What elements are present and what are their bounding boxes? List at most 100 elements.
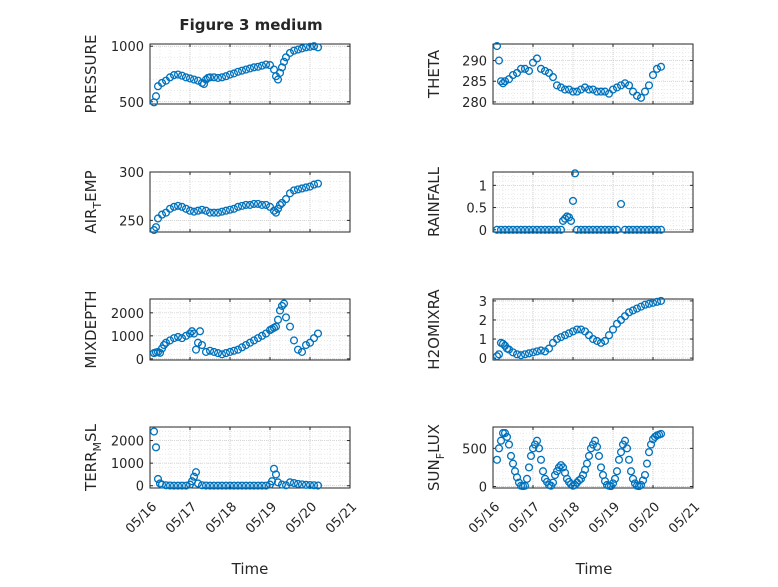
- data-point: [548, 478, 558, 487]
- data-point: [512, 68, 522, 78]
- data-point: [191, 468, 201, 477]
- data-point: [624, 308, 634, 317]
- data-point: [197, 205, 207, 214]
- data-point: [193, 479, 203, 488]
- data-point: [560, 331, 570, 340]
- data-point: [584, 225, 594, 234]
- data-point: [165, 204, 175, 213]
- data-point: [245, 200, 255, 209]
- data-point: [592, 87, 602, 96]
- data-point: [157, 210, 167, 219]
- data-point: [193, 338, 203, 347]
- data-point: [293, 345, 303, 354]
- data-point: [568, 196, 578, 205]
- data-point: [548, 225, 558, 234]
- data-point: [628, 474, 638, 483]
- data-point: [181, 481, 191, 490]
- data-point: [568, 327, 578, 336]
- data-point: [652, 225, 662, 234]
- data-point: [257, 61, 267, 70]
- data-point: [225, 347, 235, 356]
- data-point: [313, 43, 323, 52]
- figure-title: Figure 3 medium: [179, 16, 322, 34]
- data-point: [616, 448, 626, 457]
- data-point: [237, 481, 247, 490]
- data-point: [185, 329, 195, 338]
- data-point: [496, 225, 506, 234]
- data-point: [229, 69, 239, 78]
- data-point: [498, 339, 508, 348]
- data-point: [217, 73, 227, 82]
- y-tick-label: 290: [462, 55, 487, 70]
- axes-box: [149, 43, 351, 105]
- data-point: [173, 201, 183, 210]
- panel-mixdepth: 0 1000 2000 MIXDEPTH: [82, 290, 351, 369]
- data-point: [612, 83, 622, 92]
- data-point: [229, 346, 239, 355]
- data-point: [560, 85, 570, 94]
- data-point: [173, 332, 183, 342]
- data-point: [500, 225, 510, 234]
- data-point: [201, 481, 211, 490]
- data-point: [269, 206, 279, 215]
- data-point: [281, 313, 291, 322]
- y-tick-label: 1: [479, 333, 487, 348]
- data-point: [614, 455, 624, 464]
- panel-theta: 280 285 290 THETA: [425, 42, 694, 111]
- y-axis-label: THETA: [425, 49, 443, 99]
- data-point: [209, 208, 219, 217]
- y-tick-label: 2: [479, 314, 487, 329]
- data-point: [578, 470, 588, 480]
- data-point: [612, 467, 622, 476]
- data-point: [526, 451, 536, 461]
- data-point: [297, 44, 307, 53]
- data-point: [233, 481, 243, 490]
- data-point: [165, 336, 175, 345]
- panel-h2omixra: 0 1 2 3 H2OMIXRA: [425, 289, 694, 370]
- data-point: [233, 202, 243, 211]
- data-point: [275, 200, 285, 209]
- data-point: [169, 481, 179, 490]
- data-point: [177, 71, 187, 80]
- data-point: [169, 334, 179, 343]
- data-point: [528, 444, 538, 453]
- data-point: [554, 463, 564, 472]
- data-point: [550, 470, 560, 480]
- data-point: [502, 432, 512, 441]
- data-point: [289, 46, 299, 55]
- data-point: [564, 329, 574, 338]
- data-point: [189, 207, 199, 216]
- data-point: [494, 56, 504, 65]
- data-point: [221, 481, 231, 490]
- x-axis-label-left: Time: [231, 560, 269, 578]
- data-point: [508, 70, 518, 80]
- y-tick-label: 0: [136, 353, 144, 368]
- data-point: [624, 455, 634, 464]
- data-point: [588, 334, 598, 344]
- data-point: [253, 199, 263, 208]
- data-point: [544, 68, 554, 78]
- data-point: [584, 451, 594, 461]
- data-point: [626, 467, 636, 476]
- data-point: [185, 74, 195, 83]
- y-tick-label: 500: [462, 442, 487, 457]
- data-point: [648, 70, 658, 80]
- data-point: [540, 225, 550, 234]
- data-point: [249, 481, 259, 490]
- data-point: [293, 185, 303, 194]
- data-point: [277, 301, 287, 310]
- data-point: [237, 66, 247, 75]
- data-point: [225, 481, 235, 490]
- data-point: [596, 225, 606, 234]
- data-point: [552, 334, 562, 344]
- data-point: [646, 440, 656, 449]
- data-point: [275, 306, 285, 315]
- data-point: [181, 204, 191, 213]
- data-point: [556, 461, 566, 470]
- data-point: [648, 225, 658, 234]
- data-point: [181, 73, 191, 82]
- data-point: [538, 467, 548, 476]
- data-point: [213, 481, 223, 490]
- data-point: [151, 223, 161, 232]
- data-point: [604, 331, 614, 340]
